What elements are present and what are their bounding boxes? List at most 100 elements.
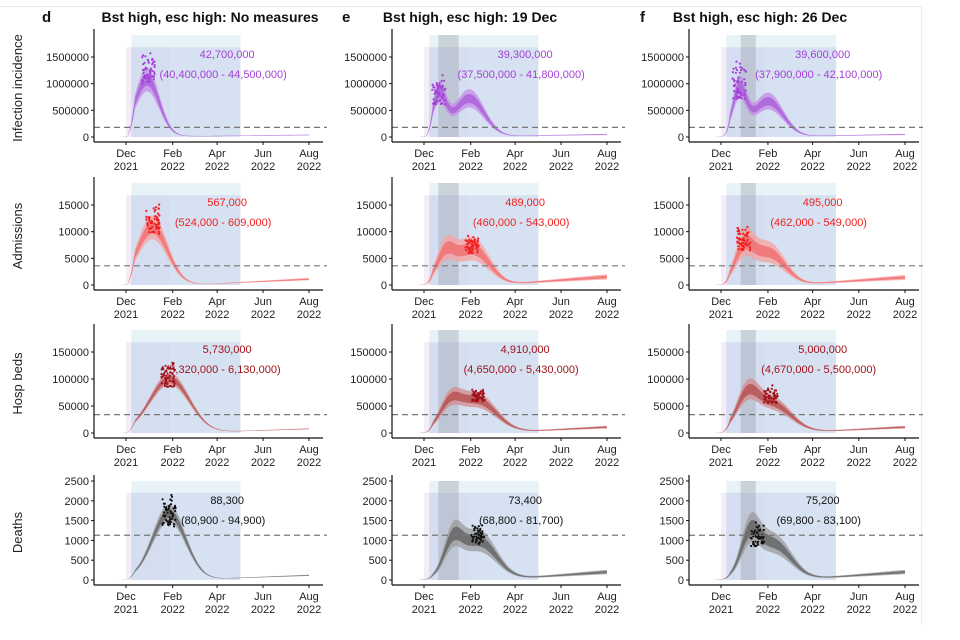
data-point [763,398,766,401]
data-point [732,84,735,87]
data-point [433,86,436,89]
data-point [770,387,773,390]
x-tick-label-month: Aug [597,296,617,308]
data-point [158,214,161,217]
data-point [736,240,739,243]
data-point [155,225,158,229]
x-tick-label-year: 2022 [893,604,917,616]
data-point [174,509,177,513]
y-tick-label: 0 [83,575,89,587]
measures-period [438,330,459,433]
data-point [759,536,762,539]
x-tick-label-month: Dec [116,444,136,456]
data-point [169,367,172,370]
data-point [762,540,766,543]
data-point [467,247,470,250]
x-tick-label-month: Jun [254,148,272,160]
panel-d-admissions: 050001000015000Dec2021Feb2022Apr2022Jun2… [58,177,327,321]
x-tick-label-month: Feb [163,148,182,160]
data-point [153,222,156,225]
data-point [744,81,747,85]
data-point [479,531,482,534]
data-point [749,241,752,244]
data-point [477,542,480,545]
data-point [471,240,474,243]
x-tick-label-year: 2022 [251,457,275,469]
data-point [154,206,158,209]
data-point [734,66,738,69]
inner-uncertainty-band [416,86,607,137]
data-point [164,378,168,381]
y-tick-label: 1000000 [46,79,89,91]
data-point [732,67,735,70]
x-tick-label-month: Apr [507,591,524,603]
data-point [174,518,177,522]
inner-uncertainty-band [713,235,905,285]
data-point [166,520,169,523]
data-point [436,100,439,103]
x-tick-label-year: 2022 [297,604,321,616]
y-tick-label: 0 [83,428,89,440]
data-point [763,395,766,398]
data-point [144,76,147,79]
data-point [173,380,176,383]
data-point [162,373,165,376]
y-tick-label: 5000 [363,253,387,265]
data-point [735,95,738,98]
x-tick-label-month: Feb [163,444,182,456]
data-point [471,399,474,403]
data-point [153,231,156,234]
data-point [146,221,149,225]
data-point [157,230,160,233]
data-point [173,382,176,385]
data-point [466,242,469,246]
data-point [475,538,478,542]
data-point [735,89,739,93]
data-point [740,238,743,241]
x-tick-label-year: 2022 [251,309,275,321]
y-axis-label: Admissions [10,202,25,269]
data-point [738,241,741,244]
data-point [166,376,169,379]
data-point [156,219,159,222]
x-tick-label-year: 2022 [595,309,619,321]
data-point [474,395,477,398]
data-point [479,535,483,539]
x-tick-label-year: 2022 [549,161,573,173]
x-tick-label-month: Dec [116,591,136,603]
interval-annotation: (4,650,000 - 5,430,000) [464,364,579,376]
x-tick-label-year: 2022 [205,604,229,616]
y-tick-label: 500000 [647,105,684,117]
x-tick-label-month: Aug [299,444,319,456]
data-point [163,371,166,374]
data-point [472,535,475,539]
x-tick-label-year: 2022 [160,457,184,469]
data-point [153,64,156,67]
data-point [441,74,444,77]
data-point [156,226,160,229]
x-tick-label-year: 2021 [709,161,733,173]
data-point [150,227,153,230]
x-tick-label-year: 2022 [251,604,275,616]
y-tick-label: 15000 [653,200,684,212]
data-point [146,59,150,62]
data-point [474,526,477,529]
x-tick-label-month: Aug [597,444,617,456]
x-tick-label-month: Feb [461,444,480,456]
data-point [164,380,167,383]
y-axis-label: Infection incidence [10,34,25,142]
data-point [143,74,146,77]
x-tick-label-year: 2021 [709,604,733,616]
data-point [149,67,153,70]
y-axis-label: Deaths [10,511,25,553]
x-tick-label-year: 2022 [458,309,482,321]
y-tick-label: 0 [678,132,684,144]
x-tick-label-year: 2022 [756,457,780,469]
data-point [168,523,172,526]
data-point [149,75,152,78]
total-annotation: 5,000,000 [798,344,847,356]
data-point [479,534,482,537]
data-point [157,221,160,224]
inner-uncertainty-band [416,526,607,580]
data-point [164,369,167,373]
